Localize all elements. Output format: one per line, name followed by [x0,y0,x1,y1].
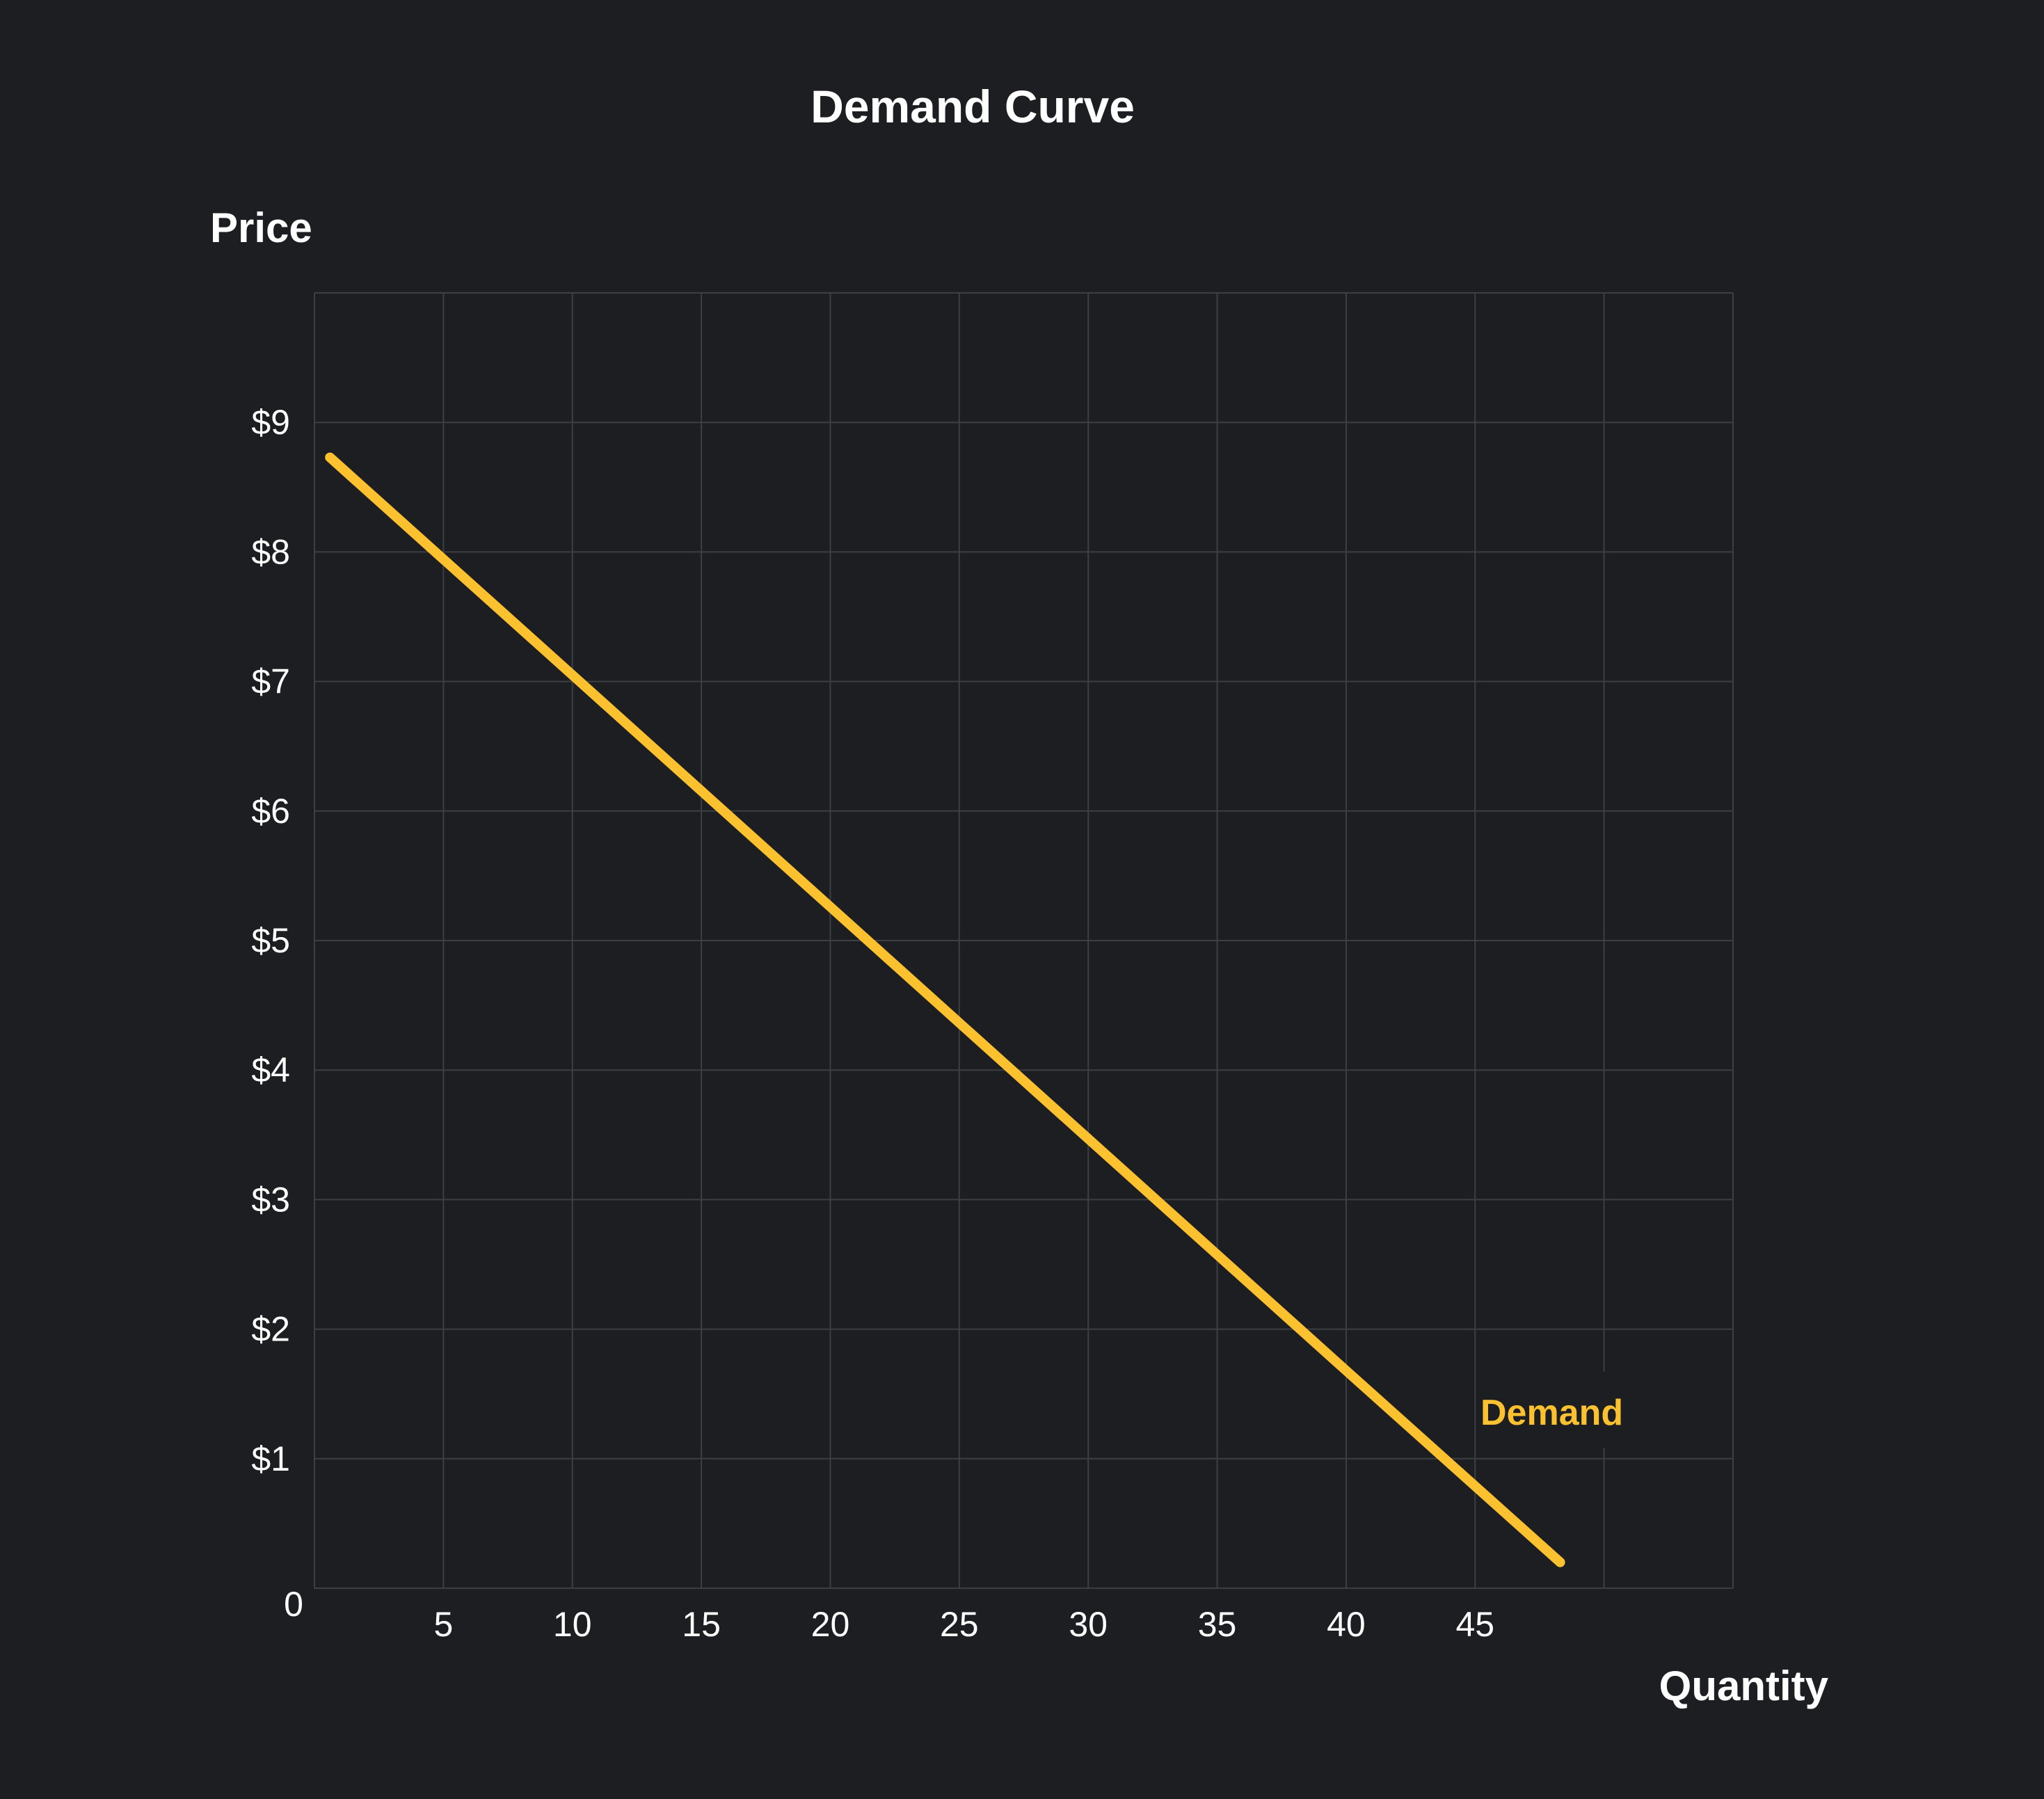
x-tick-label: 40 [1327,1605,1366,1644]
x-axis-title: Quantity [1659,1663,1829,1709]
x-tick-label: 20 [811,1605,850,1644]
demand-line [325,452,1565,1567]
y-tick-label: $5 [251,921,290,960]
demand-series-label: Demand [1480,1393,1623,1433]
x-tick-label: 25 [940,1605,979,1644]
x-tick-label: 15 [682,1605,721,1644]
x-tick-label: 35 [1198,1605,1237,1644]
y-tick-label: $7 [251,662,290,701]
y-axis-ticks: $1 $2 $3 $4 $5 $6 $7 $8 $9 [251,403,290,1478]
y-tick-label: $8 [251,532,290,571]
y-tick-label: $3 [251,1180,290,1219]
grid-lines [314,292,1734,1589]
chart-title: Demand Curve [811,81,1135,132]
x-tick-label: 10 [553,1605,592,1644]
origin-label: 0 [284,1585,303,1624]
y-axis-title: Price [210,205,312,251]
y-tick-label: $4 [251,1050,290,1089]
x-tick-label: 5 [433,1605,453,1644]
label-background [1572,1371,1702,1448]
y-tick-label: $9 [251,403,290,442]
x-axis-ticks: 5 10 15 20 25 30 35 40 45 [433,1605,1494,1644]
x-tick-label: 45 [1455,1605,1494,1644]
series-layer: Demand [325,452,1702,1567]
y-tick-label: $2 [251,1310,290,1349]
x-tick-label: 30 [1069,1605,1108,1644]
y-tick-label: $6 [251,792,290,831]
y-tick-label: $1 [251,1439,290,1478]
